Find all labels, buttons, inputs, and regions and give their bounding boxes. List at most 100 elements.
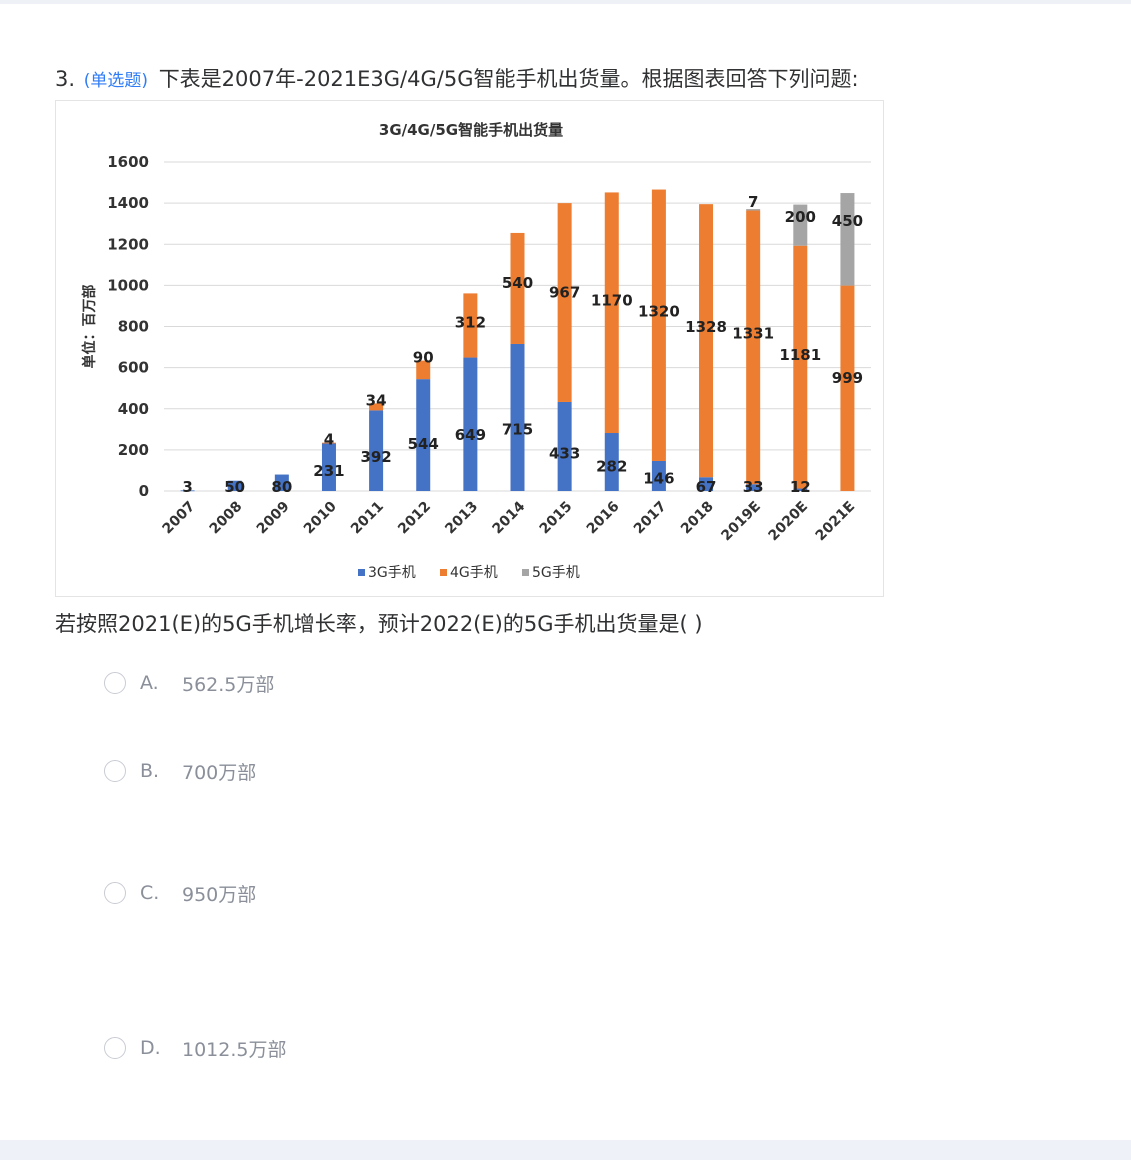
x-tick-label: 2012	[395, 499, 434, 538]
option-letter: C.	[140, 882, 160, 904]
data-label: 33	[743, 478, 764, 496]
bar-5G手机	[793, 204, 808, 246]
option-d[interactable]: D. 1012.5万部	[104, 1035, 286, 1061]
data-label: 282	[596, 458, 627, 476]
question-title: 下表是2007年-2021E3G/4G/5G智能手机出货量。根据图表回答下列问题…	[158, 67, 859, 91]
data-label: 200	[785, 208, 816, 226]
x-tick-label: 2016	[584, 499, 623, 538]
x-tick-label: 2013	[442, 499, 481, 538]
bottom-strip	[0, 1140, 1131, 1160]
x-tick-label: 2009	[254, 499, 293, 538]
bar-3G手机	[274, 474, 289, 491]
data-label: 1331	[732, 325, 774, 343]
x-tick-label: 2007	[160, 499, 199, 538]
option-text: 1012.5万部	[182, 1038, 287, 1061]
y-tick-label: 400	[118, 400, 149, 418]
bar-3G手机	[651, 460, 666, 491]
bar-4G手机	[604, 192, 619, 434]
question-number: 3.	[55, 67, 76, 91]
radio-icon[interactable]	[104, 882, 126, 904]
question-prompt: 若按照2021(E)的5G手机增长率，预计2022(E)的5G手机出货量是( )	[55, 612, 703, 636]
question-header: 3. (单选题) 下表是2007年-2021E3G/4G/5G智能手机出货量。根…	[55, 62, 1115, 98]
bar-3G手机	[510, 343, 525, 491]
x-tick-label: 2019E	[718, 499, 764, 545]
bar-3G手机	[321, 443, 336, 491]
legend-label: 4G手机	[450, 565, 498, 581]
x-tick-label: 2020E	[765, 499, 811, 545]
data-label: 1328	[685, 318, 727, 336]
x-tick-label: 2018	[678, 499, 717, 538]
data-label: 3	[182, 478, 192, 496]
bar-4G手机	[510, 232, 525, 344]
bar-4G手机	[746, 210, 761, 485]
data-label: 540	[502, 274, 533, 292]
bar-4G手机	[369, 403, 384, 411]
data-label: 433	[549, 445, 580, 463]
data-label: 231	[313, 462, 344, 480]
x-tick-label: 2010	[301, 498, 340, 537]
bar-3G手机	[604, 433, 619, 491]
option-a[interactable]: A. 562.5万部	[104, 670, 274, 696]
x-tick-label: 2017	[631, 499, 670, 538]
data-label: 649	[455, 426, 486, 444]
data-label: 967	[549, 284, 580, 302]
option-c[interactable]: C. 950万部	[104, 880, 256, 906]
data-label: 999	[832, 369, 863, 387]
data-label: 67	[696, 478, 717, 496]
bar-4G手机	[416, 360, 431, 380]
x-tick-label: 2015	[537, 499, 576, 538]
y-tick-label: 0	[139, 482, 149, 500]
radio-icon[interactable]	[104, 760, 126, 782]
radio-icon[interactable]	[104, 1037, 126, 1059]
legend-label: 3G手机	[368, 565, 416, 581]
y-tick-label: 600	[118, 359, 149, 377]
bar-4G手机	[651, 189, 666, 461]
bar-4G手机	[840, 285, 855, 491]
legend-swatch	[522, 569, 529, 576]
option-letter: D.	[140, 1037, 161, 1059]
bar-4G手机	[557, 203, 572, 402]
data-label: 1181	[779, 346, 821, 364]
option-text: 700万部	[182, 761, 257, 784]
chart-title: 3G/4G/5G智能手机出货量	[379, 121, 563, 139]
data-label: 34	[366, 391, 387, 409]
legend-label: 5G手机	[532, 565, 580, 581]
x-tick-label: 2011	[348, 499, 387, 538]
data-label: 4	[324, 431, 334, 449]
radio-icon[interactable]	[104, 672, 126, 694]
x-tick-label: 2008	[207, 499, 246, 538]
bar-3G手机	[557, 401, 572, 491]
legend-swatch	[440, 569, 447, 576]
bar-3G手机	[227, 480, 242, 491]
option-b[interactable]: B. 700万部	[104, 758, 256, 784]
y-tick-label: 1000	[107, 276, 149, 294]
bar-5G手机	[840, 193, 855, 286]
bar-3G手机	[699, 477, 714, 491]
data-label: 312	[455, 313, 486, 331]
option-letter: A.	[140, 672, 159, 694]
bar-3G手机	[793, 488, 808, 491]
option-letter: B.	[140, 760, 160, 782]
data-label: 80	[271, 478, 292, 496]
data-label: 450	[832, 212, 863, 230]
data-label: 90	[413, 349, 434, 367]
data-label: 146	[643, 469, 674, 487]
bar-3G手机	[746, 484, 761, 491]
data-label: 392	[360, 448, 391, 466]
bar-3G手机	[369, 410, 384, 491]
data-label: 1320	[638, 303, 680, 321]
bar-4G手机	[699, 204, 714, 478]
y-tick-label: 200	[118, 441, 149, 459]
legend-swatch	[358, 569, 365, 576]
option-text: 950万部	[182, 883, 257, 906]
data-label: 7	[748, 193, 758, 211]
bar-3G手机	[463, 357, 478, 491]
option-text: 562.5万部	[182, 673, 275, 696]
bar-3G手机	[416, 379, 431, 491]
data-label: 1170	[591, 292, 633, 310]
chart-image: 3G/4G/5G智能手机出货量 0 200 400 600 800 1000 1200 1400…	[55, 100, 884, 597]
bar-4G手机	[463, 293, 478, 358]
data-label: 715	[502, 420, 533, 438]
bar-3G手机	[180, 490, 195, 492]
bar-5G手机	[746, 209, 761, 211]
